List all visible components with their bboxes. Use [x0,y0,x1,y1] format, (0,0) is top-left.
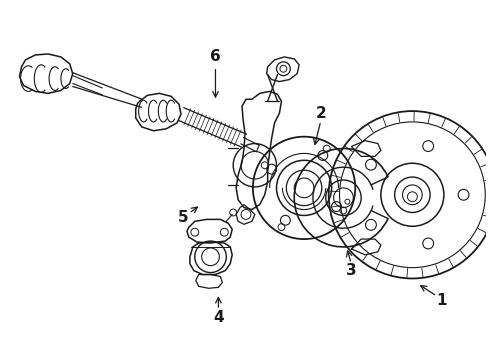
Text: 3: 3 [346,263,357,278]
Text: 1: 1 [437,293,447,307]
Text: 6: 6 [210,49,221,64]
Text: 2: 2 [316,105,326,121]
Text: 4: 4 [213,310,224,325]
Text: 5: 5 [178,210,188,225]
